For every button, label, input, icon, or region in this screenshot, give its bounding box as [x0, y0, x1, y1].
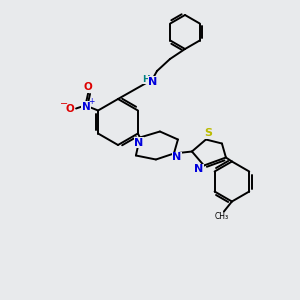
Text: H: H: [142, 74, 150, 83]
Text: −: −: [60, 98, 68, 109]
Text: N: N: [82, 101, 91, 112]
Text: O: O: [84, 82, 92, 92]
Text: N: N: [148, 77, 158, 87]
Text: N: N: [172, 152, 182, 163]
Text: O: O: [66, 103, 74, 113]
Text: S: S: [204, 128, 212, 139]
Text: CH₃: CH₃: [215, 212, 229, 221]
Text: N: N: [194, 164, 203, 175]
Text: +: +: [88, 97, 94, 106]
Text: N: N: [134, 137, 143, 148]
